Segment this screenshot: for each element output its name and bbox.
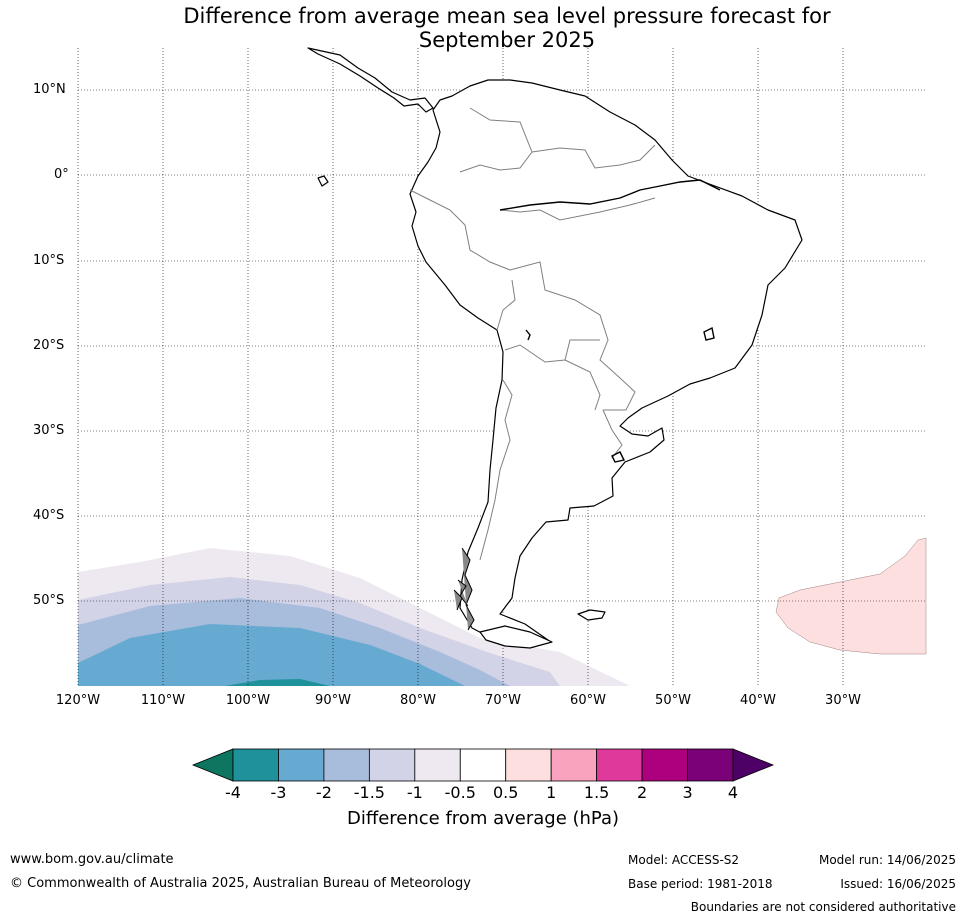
lon-label-80w: 80°W xyxy=(400,693,436,708)
anomaly-band-minus-2 xyxy=(78,624,465,686)
lon-label-40w: 40°W xyxy=(740,693,776,708)
tierra-del-fuego xyxy=(479,625,553,649)
base-period: Base period: 1981-2018 xyxy=(628,877,773,891)
lon-label-70w: 70°W xyxy=(485,693,521,708)
map-title: Difference from average mean sea level p… xyxy=(60,4,954,52)
coastline xyxy=(307,47,803,649)
colorbar-tick-label: -1 xyxy=(406,783,423,802)
lat-label-0: 0° xyxy=(54,167,69,182)
lon-label-60w: 60°W xyxy=(570,693,606,708)
title-line-2: September 2025 xyxy=(418,28,596,52)
website-link[interactable]: www.bom.gov.au/climate xyxy=(10,852,174,867)
boundaries-disclaimer: Boundaries are not considered authoritat… xyxy=(690,900,956,914)
model-name: Model: ACCESS-S2 xyxy=(628,853,740,867)
colorbar-tick-label: -3 xyxy=(270,783,287,802)
falkland-islands xyxy=(577,609,606,621)
colorbar-tick-label: -4 xyxy=(225,783,241,802)
colorbar-tick-label: 4 xyxy=(727,783,739,802)
chile-fjords xyxy=(453,547,475,631)
lon-label-110w: 110°W xyxy=(140,693,186,708)
lakes-rivers xyxy=(499,179,721,463)
model-run-date: Model run: 14/06/2025 xyxy=(818,853,956,867)
negative-anomaly-field xyxy=(78,548,630,686)
south-america xyxy=(409,79,803,647)
lat-label-10s: 10°S xyxy=(33,253,65,268)
lon-label-50w: 50°W xyxy=(655,693,691,708)
colorbar-tick-label: 3 xyxy=(682,783,693,802)
country-borders xyxy=(409,107,656,561)
lat-label-20s: 20°S xyxy=(33,338,65,353)
issued-date: Issued: 16/06/2025 xyxy=(840,877,956,891)
lat-label-40s: 40°S xyxy=(33,508,65,523)
title-line-1: Difference from average mean sea level p… xyxy=(183,4,831,28)
positive-anomaly-field xyxy=(775,537,927,655)
anomaly-band-plus-0.5 xyxy=(775,537,927,655)
copyright-notice: © Commonwealth of Australia 2025, Austra… xyxy=(10,876,471,891)
colorbar-tick-label: -0.5 xyxy=(444,783,476,802)
lon-label-100w: 100°W xyxy=(225,693,271,708)
colorbar-tick-label: 1.5 xyxy=(583,783,610,802)
colorbar-label: Difference from average (hPa) xyxy=(346,808,620,829)
colorbar-tick-label: -1.5 xyxy=(353,783,385,802)
lat-label-50s: 50°S xyxy=(33,593,65,608)
lon-label-30w: 30°W xyxy=(825,693,861,708)
lon-label-90w: 90°W xyxy=(315,693,351,708)
galapagos xyxy=(317,175,329,187)
colorbar-tick-label: 0.5 xyxy=(492,783,519,802)
colorbar-tick-label: 1 xyxy=(546,783,557,802)
colorbar-tick-label: 2 xyxy=(636,783,648,802)
lon-label-120w: 120°W xyxy=(55,693,101,708)
lat-label-10n: 10°N xyxy=(33,82,66,97)
lat-label-30s: 30°S xyxy=(33,423,65,438)
colorbar-tick-label: -2 xyxy=(315,783,332,802)
anomaly-band-minus-3 xyxy=(225,679,330,686)
central-america xyxy=(307,47,434,113)
